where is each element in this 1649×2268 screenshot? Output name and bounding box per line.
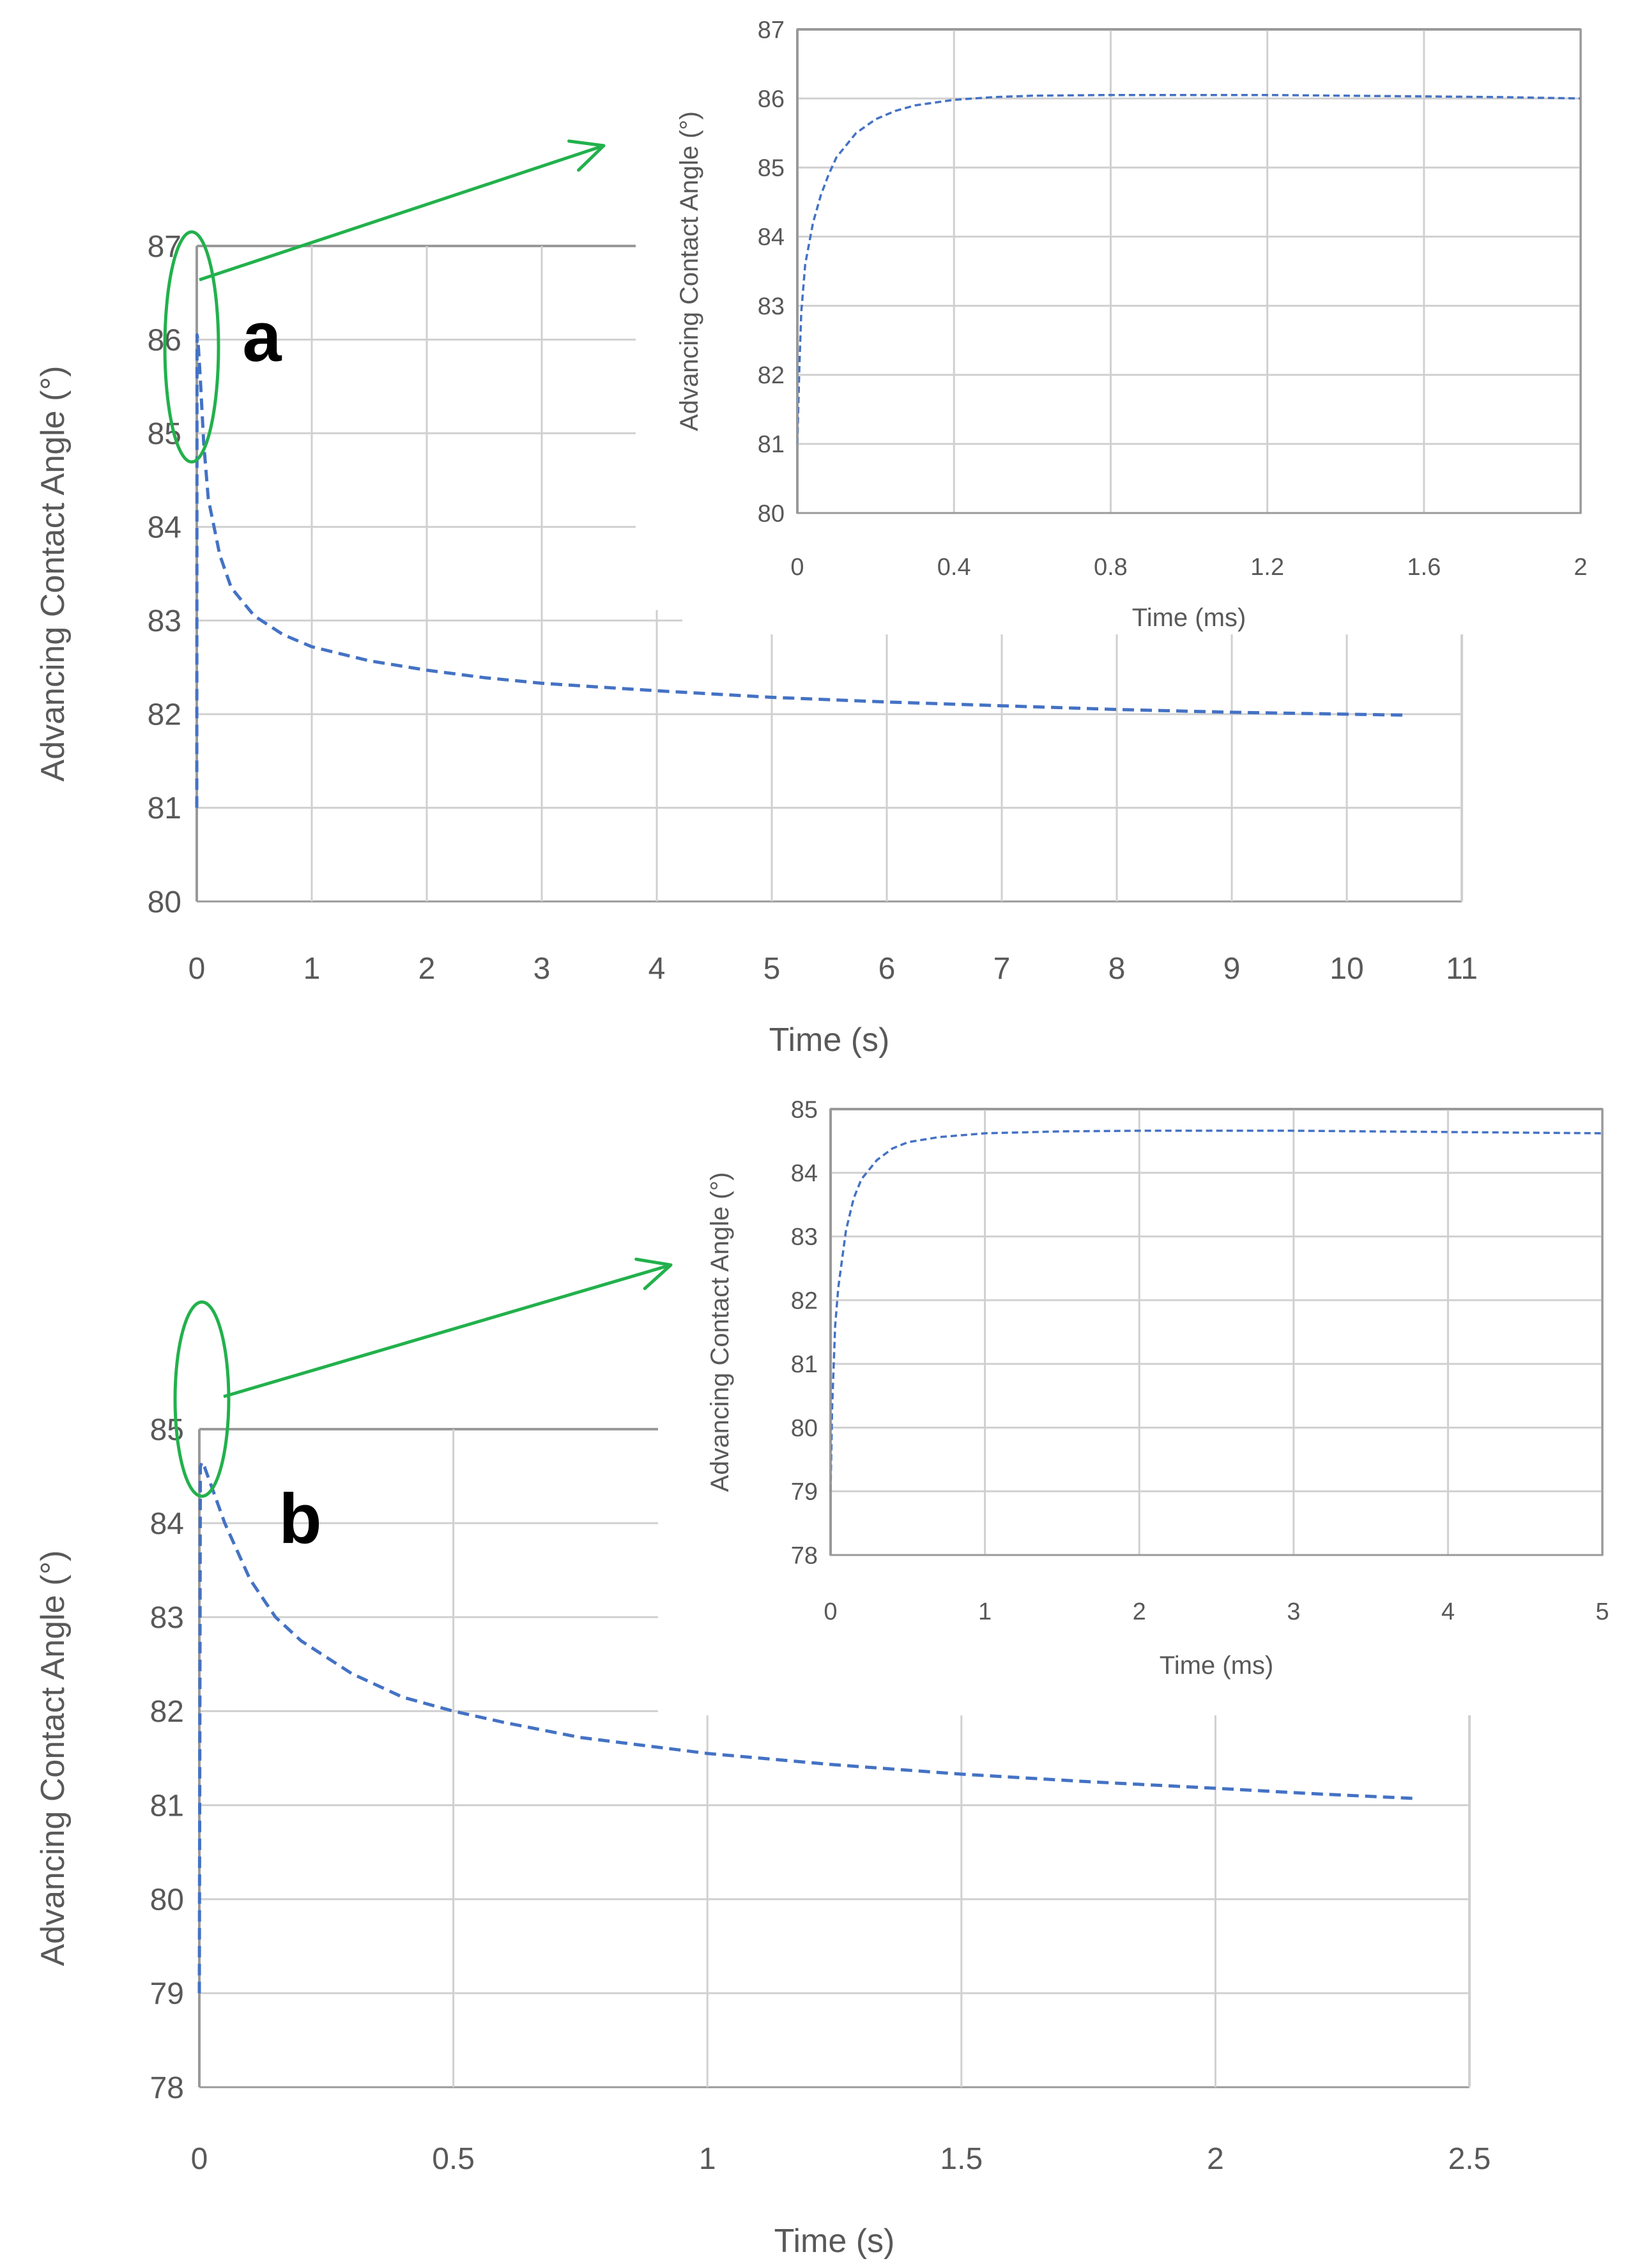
inset-chart-a: 80 81 82 83 84 85 86 87 0 0.4 0.8 1.2 1.6 2 Time (ms) A… xyxy=(675,4,1613,634)
main-ytick-83: 83 xyxy=(150,1601,184,1635)
main-xtick-1: 1 xyxy=(303,952,321,986)
inset-ytick-85: 85 xyxy=(791,1096,818,1123)
arrowhead-icon xyxy=(567,139,606,172)
inset-ytick-84: 84 xyxy=(791,1160,818,1187)
inset-ytick-86: 86 xyxy=(758,86,785,112)
zoom-annotation-a xyxy=(163,139,606,464)
main-ytick-83: 83 xyxy=(148,604,181,638)
inset-ytick-85: 85 xyxy=(758,155,785,182)
panel-b: 78 79 80 81 82 83 84 85 0 0.5 1 1.5 2 2.5 Time (s) Adva… xyxy=(35,1084,1634,2260)
main-xtick-4: 4 xyxy=(648,952,666,986)
inset-xtick-0: 0 xyxy=(790,554,804,581)
inset-chart-b: 78 79 80 81 82 83 84 85 0 1 2 3 4 5 Time (ms) Advancing… xyxy=(706,1084,1634,1680)
inset-ytick-78: 78 xyxy=(791,1542,818,1569)
inset-x-axis-label: Time (ms) xyxy=(1132,604,1246,632)
inset-ytick-83: 83 xyxy=(758,293,785,320)
main-ytick-80: 80 xyxy=(150,1883,184,1917)
main-ytick-82: 82 xyxy=(150,1695,184,1729)
main-xtick-2.5: 2.5 xyxy=(1448,2142,1491,2176)
main-y-axis-label: Advancing Contact Angle (°) xyxy=(35,366,72,782)
zoom-annotation-b xyxy=(173,1257,673,1498)
main-y-axis-label: Advancing Contact Angle (°) xyxy=(35,1551,72,1966)
inset-ytick-84: 84 xyxy=(758,224,785,251)
main-xtick-2: 2 xyxy=(1207,2142,1224,2176)
main-xtick-0.5: 0.5 xyxy=(432,2142,475,2176)
main-x-axis-label: Time (s) xyxy=(769,1022,890,1059)
inset-series-line-0 xyxy=(829,1130,1603,1492)
inset-xtick-2: 2 xyxy=(1574,554,1587,581)
panel-label-b: b xyxy=(279,1480,321,1558)
main-xtick-7: 7 xyxy=(993,952,1011,986)
main-xtick-6: 6 xyxy=(878,952,896,986)
zoom-ellipse xyxy=(173,1300,231,1498)
inset-ytick-81: 81 xyxy=(791,1351,818,1378)
inset-ytick-82: 82 xyxy=(758,362,785,389)
inset-ytick-87: 87 xyxy=(758,17,785,43)
inset-y-axis-label: Advancing Contact Angle (°) xyxy=(706,1172,734,1492)
inset-ytick-80: 80 xyxy=(758,500,785,527)
inset-ytick-83: 83 xyxy=(791,1224,818,1251)
inset-y-axis-label: Advancing Contact Angle (°) xyxy=(675,111,703,431)
inset-xtick-4: 4 xyxy=(1441,1598,1455,1625)
inset-background xyxy=(716,1084,1634,1676)
inset-xtick-0.8: 0.8 xyxy=(1094,554,1128,581)
inset-ytick-80: 80 xyxy=(791,1415,818,1442)
inset-x-axis-label: Time (ms) xyxy=(1160,1651,1273,1680)
panel-label-a: a xyxy=(242,298,282,376)
zoom-arrow-line xyxy=(223,1263,671,1398)
main-xtick-1: 1 xyxy=(699,2142,716,2176)
inset-xtick-1: 1 xyxy=(978,1598,992,1625)
inset-xtick-0: 0 xyxy=(824,1598,837,1625)
main-xtick-0: 0 xyxy=(191,2142,208,2176)
main-xtick-8: 8 xyxy=(1108,952,1126,986)
main-xtick-10: 10 xyxy=(1330,952,1363,986)
main-ytick-82: 82 xyxy=(148,698,181,732)
main-ytick-80: 80 xyxy=(148,885,181,919)
main-ytick-84: 84 xyxy=(150,1507,184,1541)
inset-ytick-82: 82 xyxy=(791,1287,818,1314)
inset-xtick-5: 5 xyxy=(1595,1598,1609,1625)
zoom-ellipse xyxy=(163,230,220,464)
inset-frame xyxy=(829,1108,1604,1556)
main-xtick-5: 5 xyxy=(763,952,781,986)
main-ytick-84: 84 xyxy=(148,511,181,545)
arrowhead-icon xyxy=(634,1257,673,1291)
inset-ytick-79: 79 xyxy=(791,1479,818,1506)
main-xtick-3: 3 xyxy=(533,952,551,986)
main-ytick-87: 87 xyxy=(148,230,181,264)
inset-xtick-2: 2 xyxy=(1133,1598,1146,1625)
main-xtick-0: 0 xyxy=(188,952,206,986)
main-series-line-0 xyxy=(197,1460,1419,1993)
inset-frame xyxy=(796,28,1582,514)
inset-xtick-0.4: 0.4 xyxy=(937,554,971,581)
inset-xtick-1.6: 1.6 xyxy=(1407,554,1441,581)
main-ytick-78: 78 xyxy=(150,2071,184,2105)
inset-ytick-81: 81 xyxy=(758,431,785,458)
inset-xtick-1.2: 1.2 xyxy=(1250,554,1284,581)
main-ytick-79: 79 xyxy=(150,1977,184,2011)
zoom-arrow-line xyxy=(199,144,604,282)
main-x-axis-label: Time (s) xyxy=(774,2223,895,2260)
main-xtick-11: 11 xyxy=(1446,952,1478,986)
main-ytick-81: 81 xyxy=(150,1789,184,1823)
main-xtick-2: 2 xyxy=(418,952,436,986)
main-series-line-0 xyxy=(195,333,1405,808)
inset-background xyxy=(682,4,1613,634)
inset-series-line-0 xyxy=(796,93,1581,444)
main-ytick-81: 81 xyxy=(148,792,181,825)
main-xtick-1.5: 1.5 xyxy=(940,2142,983,2176)
panel-a: 80 81 82 83 84 85 86 87 0 1 2 3 4 5 6 7 8 9 10 11 Time (s) Ad… xyxy=(35,4,1613,1059)
main-xtick-9: 9 xyxy=(1223,952,1241,986)
inset-xtick-3: 3 xyxy=(1287,1598,1300,1625)
